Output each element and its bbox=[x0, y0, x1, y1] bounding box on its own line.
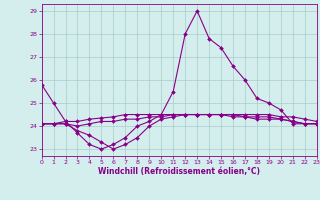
X-axis label: Windchill (Refroidissement éolien,°C): Windchill (Refroidissement éolien,°C) bbox=[98, 167, 260, 176]
